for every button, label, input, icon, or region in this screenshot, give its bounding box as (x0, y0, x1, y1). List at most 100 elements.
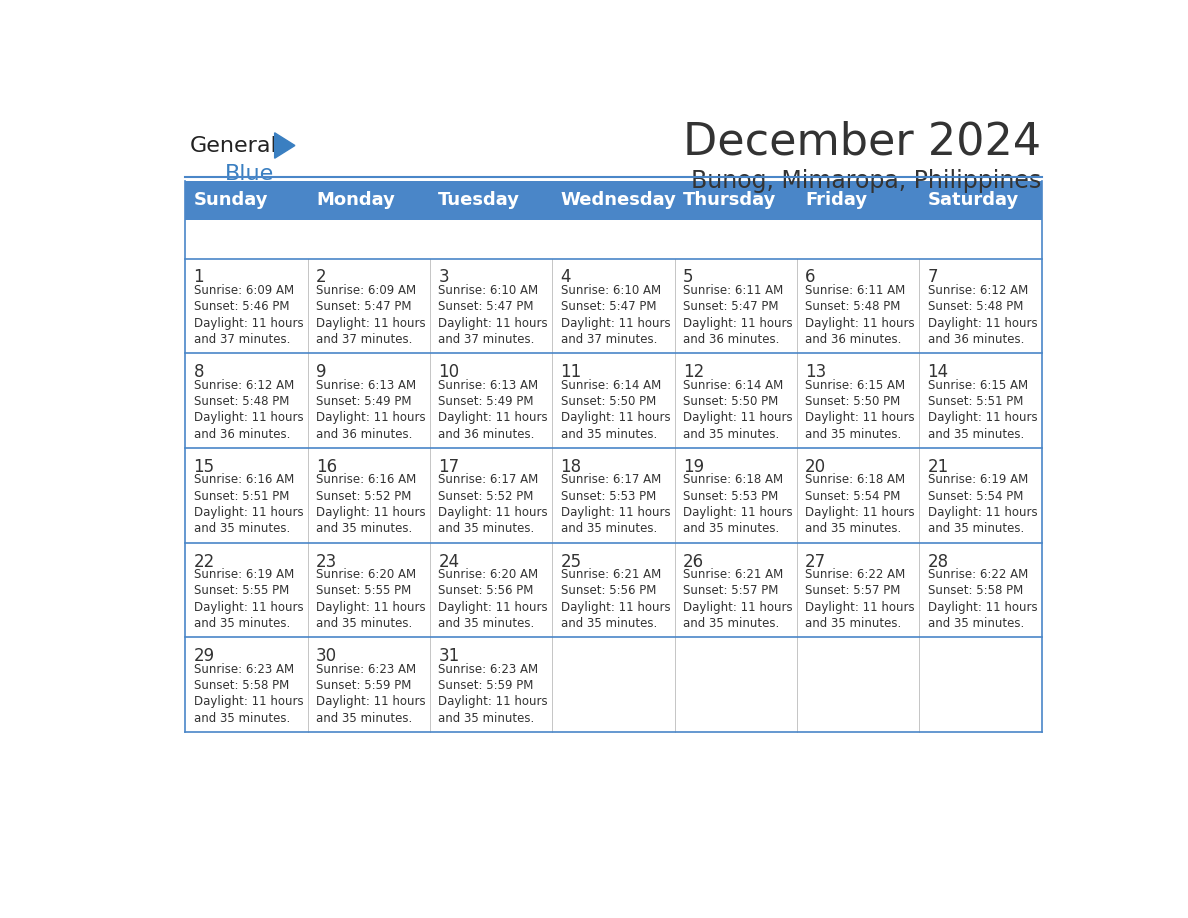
Text: Friday: Friday (805, 191, 867, 209)
Text: Sunrise: 6:22 AM: Sunrise: 6:22 AM (805, 568, 905, 581)
Text: 1: 1 (194, 268, 204, 286)
Text: and 35 minutes.: and 35 minutes. (561, 617, 657, 630)
Text: 16: 16 (316, 458, 337, 476)
Text: Daylight: 11 hours: Daylight: 11 hours (805, 411, 915, 424)
Text: Daylight: 11 hours: Daylight: 11 hours (561, 506, 670, 519)
Text: Sunrise: 6:17 AM: Sunrise: 6:17 AM (438, 474, 538, 487)
Text: Tuesday: Tuesday (438, 191, 520, 209)
Text: Sunset: 5:47 PM: Sunset: 5:47 PM (438, 300, 533, 313)
Text: 29: 29 (194, 647, 215, 666)
Text: Sunset: 5:47 PM: Sunset: 5:47 PM (683, 300, 778, 313)
Text: Sunrise: 6:10 AM: Sunrise: 6:10 AM (438, 284, 538, 297)
Text: Sunset: 5:48 PM: Sunset: 5:48 PM (194, 395, 289, 408)
Text: Daylight: 11 hours: Daylight: 11 hours (316, 506, 425, 519)
Text: and 35 minutes.: and 35 minutes. (561, 522, 657, 535)
Text: and 36 minutes.: and 36 minutes. (928, 333, 1024, 346)
Text: Sunrise: 6:20 AM: Sunrise: 6:20 AM (438, 568, 538, 581)
Text: 23: 23 (316, 553, 337, 571)
Text: 2: 2 (316, 268, 327, 286)
Text: Sunset: 5:50 PM: Sunset: 5:50 PM (805, 395, 901, 408)
Text: Sunrise: 6:11 AM: Sunrise: 6:11 AM (683, 284, 783, 297)
Text: Daylight: 11 hours: Daylight: 11 hours (805, 506, 915, 519)
Text: Daylight: 11 hours: Daylight: 11 hours (194, 696, 303, 709)
Text: Sunset: 5:49 PM: Sunset: 5:49 PM (316, 395, 411, 408)
Text: Sunset: 5:59 PM: Sunset: 5:59 PM (316, 679, 411, 692)
Text: 25: 25 (561, 553, 582, 571)
Text: 18: 18 (561, 458, 582, 476)
Text: 10: 10 (438, 364, 460, 381)
Text: Wednesday: Wednesday (561, 191, 676, 209)
Text: and 35 minutes.: and 35 minutes. (928, 522, 1024, 535)
Text: Sunset: 5:51 PM: Sunset: 5:51 PM (928, 395, 1023, 408)
Text: and 35 minutes.: and 35 minutes. (194, 617, 290, 630)
Text: Daylight: 11 hours: Daylight: 11 hours (194, 600, 303, 614)
Text: Sunset: 5:56 PM: Sunset: 5:56 PM (561, 585, 656, 598)
Text: and 35 minutes.: and 35 minutes. (316, 522, 412, 535)
Text: Daylight: 11 hours: Daylight: 11 hours (438, 506, 548, 519)
Text: Thursday: Thursday (683, 191, 776, 209)
Text: Sunrise: 6:15 AM: Sunrise: 6:15 AM (928, 379, 1028, 392)
Text: 11: 11 (561, 364, 582, 381)
Text: 3: 3 (438, 268, 449, 286)
Text: and 35 minutes.: and 35 minutes. (805, 522, 902, 535)
Text: Sunset: 5:51 PM: Sunset: 5:51 PM (194, 489, 289, 503)
Text: and 35 minutes.: and 35 minutes. (438, 617, 535, 630)
Text: Bunog, Mimaropa, Philippines: Bunog, Mimaropa, Philippines (691, 169, 1042, 193)
Text: Sunset: 5:50 PM: Sunset: 5:50 PM (683, 395, 778, 408)
Text: and 35 minutes.: and 35 minutes. (683, 617, 779, 630)
Text: Sunset: 5:50 PM: Sunset: 5:50 PM (561, 395, 656, 408)
Text: Sunset: 5:53 PM: Sunset: 5:53 PM (561, 489, 656, 503)
Text: Monday: Monday (316, 191, 394, 209)
Text: and 35 minutes.: and 35 minutes. (561, 428, 657, 441)
Text: Sunset: 5:55 PM: Sunset: 5:55 PM (194, 585, 289, 598)
Text: 13: 13 (805, 364, 827, 381)
Text: 22: 22 (194, 553, 215, 571)
Text: Sunrise: 6:21 AM: Sunrise: 6:21 AM (561, 568, 661, 581)
Text: Daylight: 11 hours: Daylight: 11 hours (194, 411, 303, 424)
Text: and 36 minutes.: and 36 minutes. (316, 428, 412, 441)
Text: Daylight: 11 hours: Daylight: 11 hours (316, 317, 425, 330)
Text: and 37 minutes.: and 37 minutes. (194, 333, 290, 346)
Text: and 35 minutes.: and 35 minutes. (928, 617, 1024, 630)
Text: Sunrise: 6:20 AM: Sunrise: 6:20 AM (316, 568, 416, 581)
Text: Sunrise: 6:14 AM: Sunrise: 6:14 AM (561, 379, 661, 392)
Text: Daylight: 11 hours: Daylight: 11 hours (438, 600, 548, 614)
Text: Sunset: 5:58 PM: Sunset: 5:58 PM (194, 679, 289, 692)
Text: and 35 minutes.: and 35 minutes. (683, 428, 779, 441)
Text: 7: 7 (928, 268, 939, 286)
Text: Sunrise: 6:10 AM: Sunrise: 6:10 AM (561, 284, 661, 297)
Text: Daylight: 11 hours: Daylight: 11 hours (683, 506, 792, 519)
Text: 15: 15 (194, 458, 215, 476)
Text: and 37 minutes.: and 37 minutes. (561, 333, 657, 346)
Text: 8: 8 (194, 364, 204, 381)
Text: Daylight: 11 hours: Daylight: 11 hours (928, 317, 1037, 330)
Text: Daylight: 11 hours: Daylight: 11 hours (561, 317, 670, 330)
Text: Sunrise: 6:09 AM: Sunrise: 6:09 AM (316, 284, 416, 297)
Text: Sunset: 5:47 PM: Sunset: 5:47 PM (316, 300, 411, 313)
Text: 6: 6 (805, 268, 816, 286)
Text: Sunset: 5:53 PM: Sunset: 5:53 PM (683, 489, 778, 503)
Text: and 36 minutes.: and 36 minutes. (683, 333, 779, 346)
Text: Daylight: 11 hours: Daylight: 11 hours (316, 696, 425, 709)
Text: Daylight: 11 hours: Daylight: 11 hours (438, 411, 548, 424)
Text: and 36 minutes.: and 36 minutes. (194, 428, 290, 441)
Text: Daylight: 11 hours: Daylight: 11 hours (805, 600, 915, 614)
Text: 17: 17 (438, 458, 460, 476)
Text: Sunset: 5:57 PM: Sunset: 5:57 PM (805, 585, 901, 598)
Text: Sunrise: 6:21 AM: Sunrise: 6:21 AM (683, 568, 783, 581)
Text: Sunrise: 6:19 AM: Sunrise: 6:19 AM (928, 474, 1028, 487)
Text: and 36 minutes.: and 36 minutes. (805, 333, 902, 346)
Text: Daylight: 11 hours: Daylight: 11 hours (928, 506, 1037, 519)
Text: Daylight: 11 hours: Daylight: 11 hours (805, 317, 915, 330)
Text: and 35 minutes.: and 35 minutes. (805, 617, 902, 630)
Text: 12: 12 (683, 364, 704, 381)
Text: and 35 minutes.: and 35 minutes. (316, 711, 412, 724)
Text: Sunset: 5:57 PM: Sunset: 5:57 PM (683, 585, 778, 598)
Text: Sunset: 5:56 PM: Sunset: 5:56 PM (438, 585, 533, 598)
Text: 4: 4 (561, 268, 571, 286)
Text: Sunrise: 6:22 AM: Sunrise: 6:22 AM (928, 568, 1028, 581)
Text: 21: 21 (928, 458, 949, 476)
Text: Sunrise: 6:09 AM: Sunrise: 6:09 AM (194, 284, 293, 297)
Text: Sunset: 5:54 PM: Sunset: 5:54 PM (805, 489, 901, 503)
Text: Sunrise: 6:18 AM: Sunrise: 6:18 AM (805, 474, 905, 487)
